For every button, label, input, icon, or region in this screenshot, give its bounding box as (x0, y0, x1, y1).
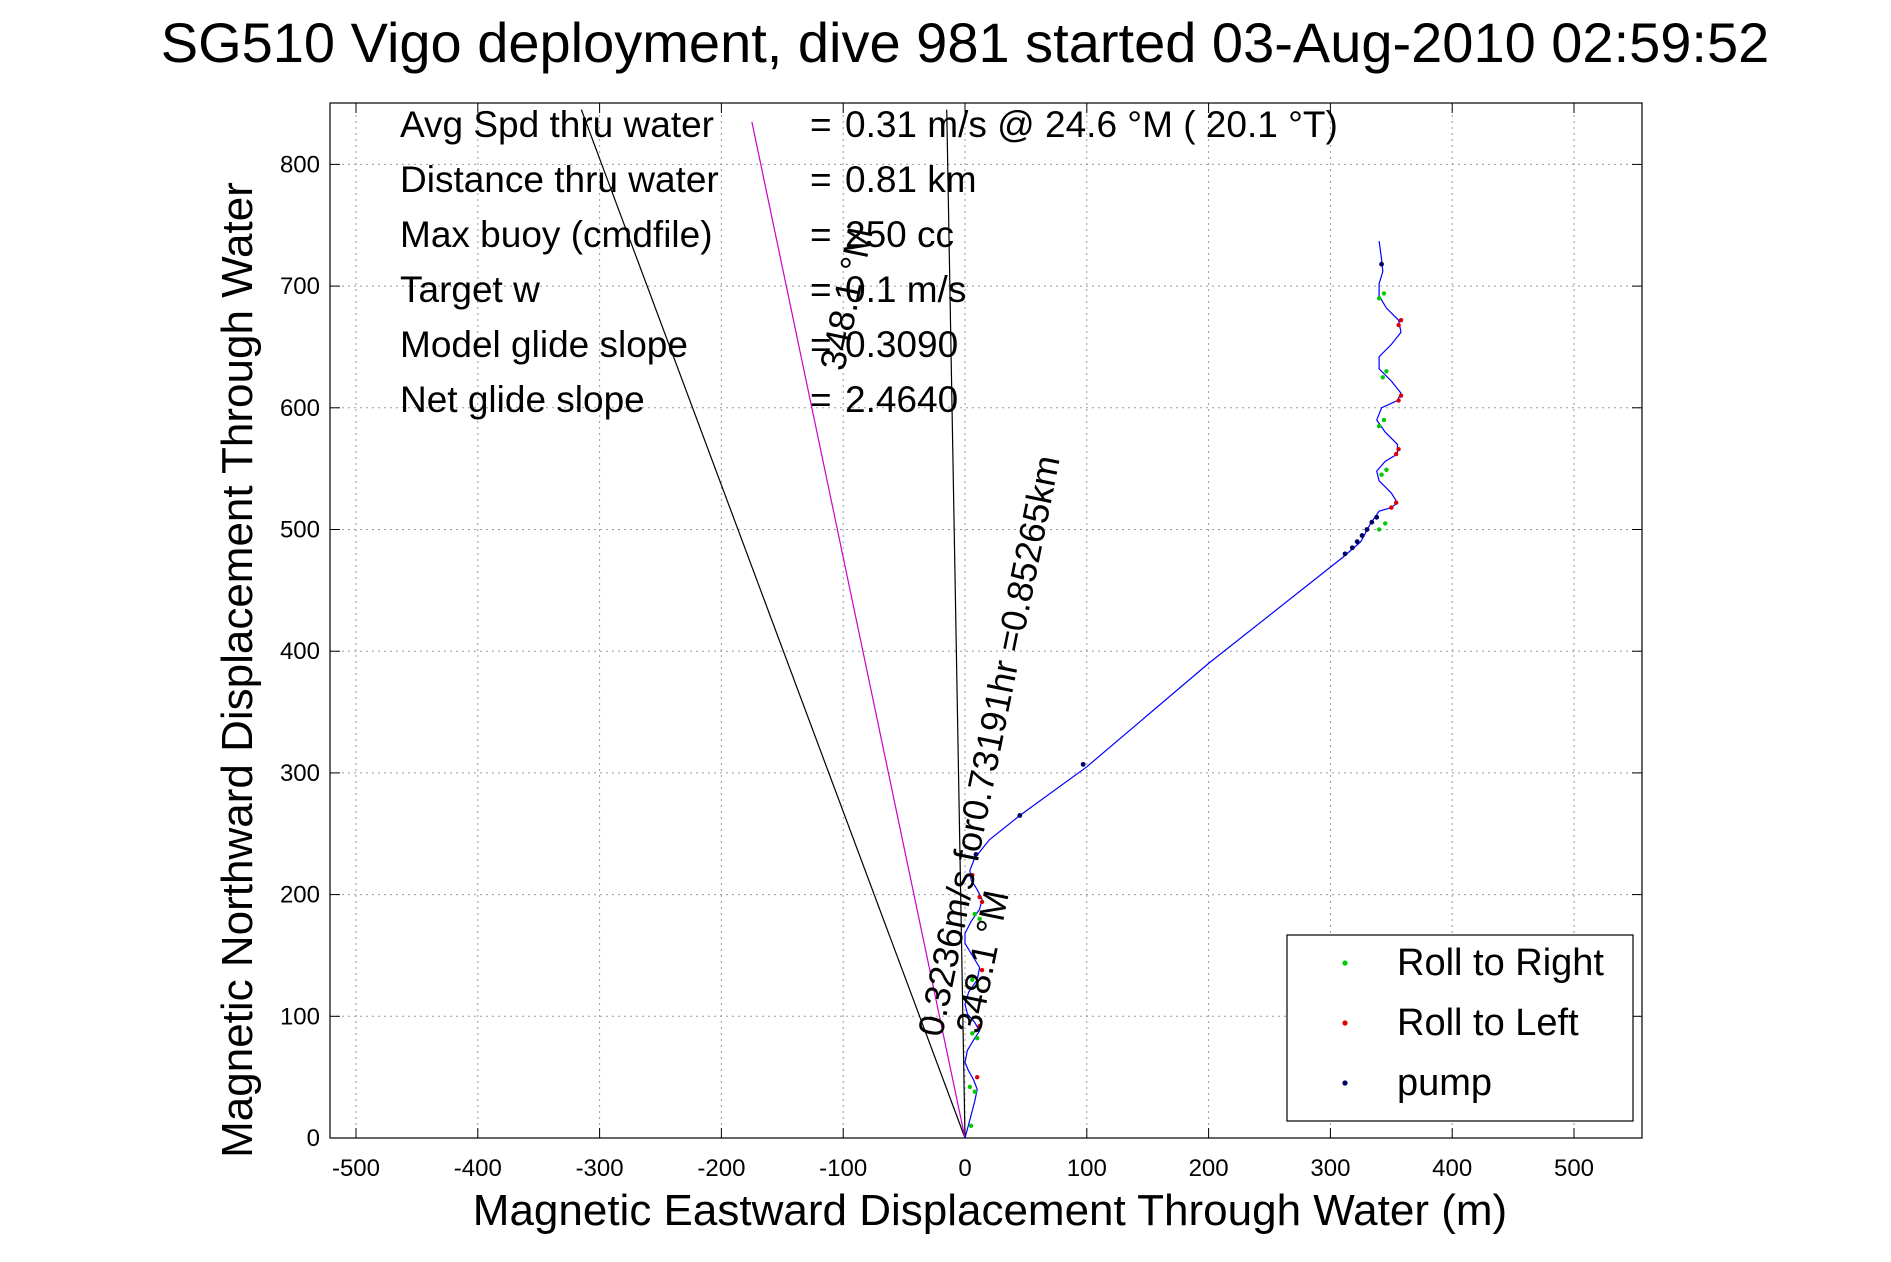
series-line-track (964, 241, 1402, 1139)
stat-equals: = (810, 214, 832, 255)
stat-value: 250 cc (845, 214, 954, 255)
x-tick-label: -200 (697, 1155, 745, 1182)
roll-left-point (1396, 446, 1401, 452)
legend-marker (1342, 1020, 1348, 1026)
roll-right-point (1376, 423, 1382, 429)
y-tick-label: 800 (280, 151, 320, 178)
roll-left-point (974, 1074, 980, 1080)
legend-marker (1342, 1080, 1348, 1086)
y-tick-label: 600 (280, 395, 320, 422)
roll-left-point (979, 899, 985, 905)
roll-right-point (1381, 291, 1387, 296)
pump-point (1342, 551, 1348, 557)
stat-label: Model glide slope (400, 324, 688, 365)
stat-value: 0.81 km (845, 159, 977, 200)
x-tick-label: 400 (1432, 1155, 1472, 1182)
x-tick-label: -400 (454, 1155, 502, 1182)
x-tick-label: -300 (576, 1155, 624, 1182)
roll-right-point (1379, 472, 1384, 477)
x-tick-label: 0 (958, 1155, 971, 1182)
legend-marker (1342, 960, 1348, 966)
roll-right-point (974, 1036, 980, 1041)
chart-title: SG510 Vigo deployment, dive 981 started … (161, 11, 1770, 74)
stat-value: 0.31 m/s @ 24.6 °M ( 20.1 °T) (845, 104, 1338, 145)
stat-value: 0.3090 (845, 324, 958, 365)
roll-left-point (1393, 451, 1399, 457)
x-tick-label: -500 (332, 1155, 380, 1182)
pump-point (1080, 761, 1086, 767)
pump-point (1374, 514, 1380, 520)
pump-point (1017, 813, 1023, 818)
x-tick-label: -100 (819, 1155, 867, 1182)
x-tick-label: 500 (1554, 1155, 1594, 1182)
legend-label: Roll to Left (1397, 1002, 1579, 1044)
pump-point (1359, 533, 1365, 538)
stat-equals: = (810, 159, 832, 200)
y-tick-label: 700 (280, 273, 320, 300)
y-axis-label: Magnetic Northward Displacement Through … (213, 182, 262, 1158)
plot-frame (329, 102, 1643, 1139)
roll-right-point (972, 911, 977, 917)
x-axis-label: Magnetic Eastward Displacement Through W… (473, 1186, 1507, 1235)
roll-right-point (1384, 369, 1389, 374)
pump-point (973, 852, 979, 857)
stat-label: Avg Spd thru water (400, 104, 714, 145)
roll-left-point (1396, 322, 1401, 328)
stat-equals: = (810, 269, 832, 310)
roll-left-point (977, 1023, 982, 1029)
x-tick-label: 300 (1310, 1155, 1350, 1182)
roll-left-point (1389, 505, 1394, 510)
roll-left-point (970, 872, 975, 878)
y-tick-label: 300 (280, 760, 320, 787)
roll-left-point (1393, 500, 1399, 505)
roll-right-point (1381, 417, 1387, 423)
roll-left-point (979, 967, 985, 973)
roll-left-point (1398, 393, 1404, 398)
pump-point (1354, 539, 1360, 545)
stat-label: Target w (400, 269, 540, 310)
roll-left-point (1396, 398, 1401, 403)
y-tick-label: 500 (280, 517, 320, 544)
roll-right-point (972, 1089, 977, 1094)
roll-right-point (1384, 467, 1389, 473)
y-tick-label: 100 (280, 1003, 320, 1030)
pump-point (1364, 527, 1370, 532)
stat-equals: = (810, 104, 832, 145)
roll-right-point (977, 916, 982, 922)
stat-label: Distance thru water (400, 159, 719, 200)
pump-point (1369, 519, 1375, 525)
stat-label: Max buoy (cmdfile) (400, 214, 713, 255)
y-tick-label: 200 (280, 882, 320, 909)
pump-point (1379, 261, 1384, 267)
reference-line-current-vector (751, 121, 966, 1139)
pump-point (1349, 545, 1355, 551)
legend-box (1286, 934, 1634, 1122)
stat-equals: = (810, 379, 832, 420)
reference-line-wedge-left (580, 109, 966, 1139)
stat-label: Net glide slope (400, 379, 645, 420)
roll-right-point (970, 1031, 975, 1036)
roll-left-point (977, 894, 982, 900)
legend-label: pump (1397, 1062, 1492, 1104)
roll-right-point (1376, 527, 1382, 532)
roll-right-point (968, 1123, 974, 1129)
roll-right-point (1380, 375, 1385, 380)
x-tick-label: 100 (1067, 1155, 1107, 1182)
roll-right-point (967, 1084, 973, 1090)
roll-right-point (974, 983, 980, 989)
plot-area: -500 -400 -300 -200 -100 0 100 200 300 400 500 0 100… (280, 102, 1643, 1182)
roll-right-point (970, 977, 975, 982)
y-tick-label: 0 (307, 1125, 320, 1152)
legend-label: Roll to Right (1397, 942, 1604, 984)
reference-line-wedge-right (946, 109, 966, 1139)
stat-value: 2.4640 (845, 379, 958, 420)
roll-right-point (1383, 521, 1388, 526)
stat-equals: = (810, 324, 832, 365)
roll-right-point (1376, 296, 1382, 301)
roll-left-point (1398, 317, 1404, 323)
y-tick-label: 400 (280, 638, 320, 665)
stat-value: 0.1 m/s (845, 269, 966, 310)
x-tick-label: 200 (1189, 1155, 1229, 1182)
